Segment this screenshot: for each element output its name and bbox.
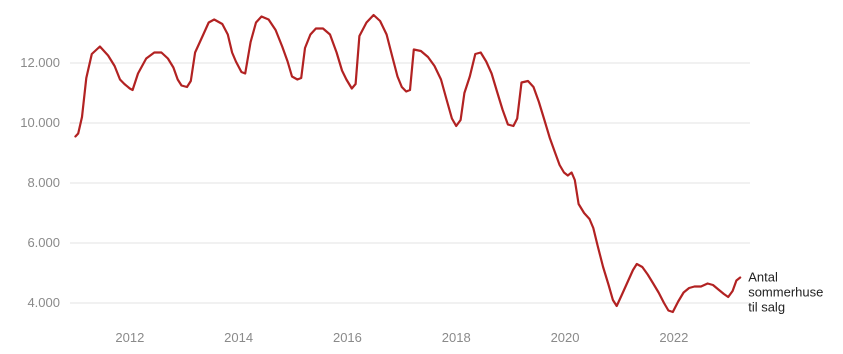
series-group — [74, 13, 742, 314]
series-line-0 — [74, 13, 742, 314]
x-tick-label-5: 2022 — [659, 330, 688, 345]
x-tick-label-4: 2020 — [551, 330, 580, 345]
series-end-label: Antal sommerhuse til salg — [748, 270, 823, 315]
end-label-line-2: til salg — [748, 300, 785, 315]
y-axis-tick-labels: 4.000 6.000 8.000 10.000 12.000 — [20, 55, 60, 310]
y-tick-label-2: 8.000 — [27, 175, 60, 190]
x-tick-label-1: 2014 — [224, 330, 253, 345]
gridlines — [70, 62, 750, 304]
y-tick-label-3: 10.000 — [20, 115, 60, 130]
x-axis-tick-labels: 2012 2014 2016 2018 2020 2022 — [115, 330, 688, 345]
y-tick-label-0: 4.000 — [27, 295, 60, 310]
x-tick-label-2: 2016 — [333, 330, 362, 345]
y-tick-label-1: 6.000 — [27, 235, 60, 250]
y-tick-label-4: 12.000 — [20, 55, 60, 70]
x-tick-label-0: 2012 — [115, 330, 144, 345]
x-tick-label-3: 2018 — [442, 330, 471, 345]
end-label-line-0: Antal — [748, 270, 778, 285]
end-label-line-1: sommerhuse — [748, 285, 823, 300]
